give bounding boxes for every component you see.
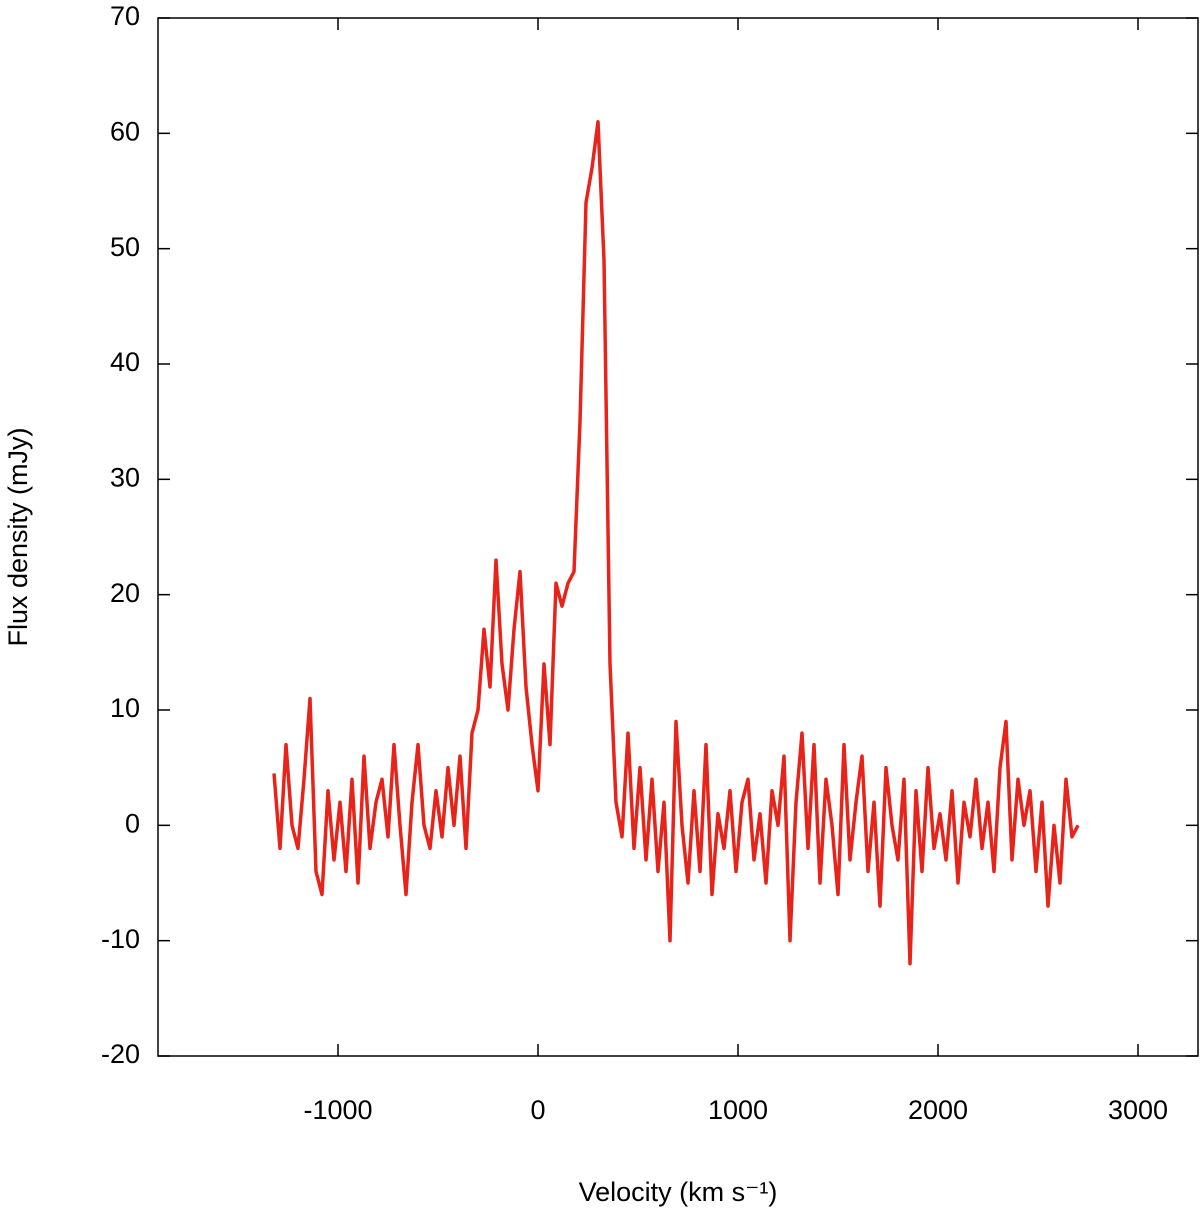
x-tick-label: 0 [530,1095,545,1125]
y-tick-label: 60 [110,116,140,146]
x-tick-label: 1000 [708,1095,768,1125]
y-tick-label: 40 [110,347,140,377]
data-line [272,120,1080,966]
y-tick-label: 70 [110,1,140,31]
x-axis-label: Velocity (km s⁻¹) [579,1177,778,1207]
plot-frame [157,17,1199,1057]
y-tick-label: -10 [101,924,140,954]
y-axis-label: Flux density (mJy) [3,427,33,646]
y-tick-label: 50 [110,232,140,262]
x-tick-label: 2000 [908,1095,968,1125]
x-tick-label: -1000 [303,1095,372,1125]
y-tick-label: 10 [110,693,140,723]
y-tick-label: 20 [110,578,140,608]
y-tick-label: 0 [125,808,140,838]
x-tick-label: 3000 [1108,1095,1168,1125]
y-tick-label: -20 [101,1039,140,1069]
y-tick-label: 30 [110,462,140,492]
